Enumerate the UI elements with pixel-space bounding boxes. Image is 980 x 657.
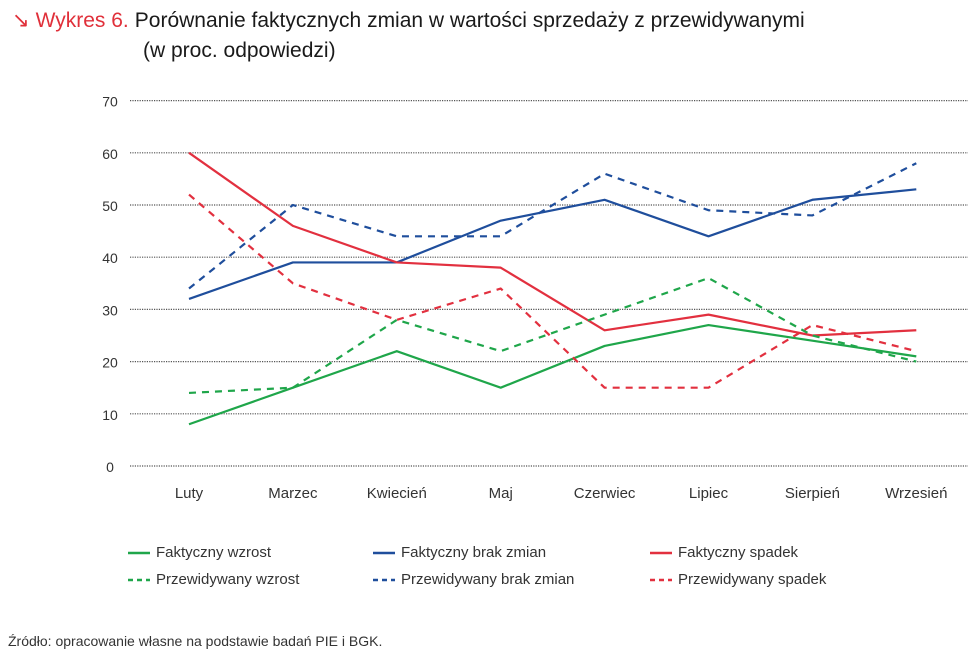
legend-label: Faktyczny brak zmian [401, 544, 547, 561]
source-note: Źródło: opracowanie własne na podstawie … [8, 633, 383, 649]
legend-swatch [128, 551, 150, 554]
series-line-przewidywany-brak-zmian [188, 162, 917, 290]
y-tick-label: 70 [102, 94, 118, 110]
series-line-faktyczny-spadek [188, 151, 917, 337]
figure-label: Wykres 6. [35, 9, 129, 32]
y-tick-label: 50 [102, 198, 118, 214]
series-line-faktyczny-wzrost [188, 323, 917, 426]
x-tick-label: Sierpień [785, 485, 840, 502]
legend-item: Przewidywany brak zmian [373, 571, 574, 588]
legend-item: Faktyczny wzrost [128, 544, 271, 561]
legend-swatch [373, 551, 395, 554]
legend-swatch [650, 578, 672, 581]
legend-swatch [373, 578, 395, 581]
chart-title: ↘ Wykres 6. Porównanie faktycznych zmian w… [12, 6, 805, 66]
title-line-1: Porównanie faktycznych zmian w wartości … [134, 9, 805, 32]
legend-swatch [128, 578, 150, 581]
y-tick-label: 20 [102, 355, 118, 371]
legend-item: Przewidywany spadek [650, 571, 826, 588]
legend-swatch [650, 551, 672, 554]
legend-label: Faktyczny wzrost [156, 544, 272, 561]
title-line-2: (w proc. odpowiedzi) [143, 39, 336, 62]
x-tick-label: Maj [489, 485, 513, 502]
legend-item: Faktyczny brak zmian [373, 544, 546, 561]
series-line-faktyczny-brak-zmian [188, 188, 917, 300]
series-line-przewidywany-wzrost [188, 276, 917, 395]
plot-area: 0 10 20 30 40 50 60 70 Luty Marzec Kwiecień Maj Czer… [102, 94, 968, 502]
y-tick-label: 60 [102, 146, 118, 162]
legend-label: Faktyczny spadek [678, 544, 799, 561]
y-tick-label: 30 [102, 302, 118, 318]
arrow-icon: ↘ [12, 9, 30, 32]
series-line-przewidywany-spadek [188, 193, 917, 389]
x-tick-label: Luty [175, 485, 204, 502]
y-tick-label: 40 [102, 250, 118, 266]
legend-label: Przewidywany brak zmian [401, 571, 575, 588]
x-tick-label: Czerwiec [574, 485, 636, 502]
x-tick-label: Marzec [268, 485, 318, 502]
y-tick-label: 10 [102, 407, 118, 423]
x-tick-label: Wrzesień [885, 485, 947, 502]
x-tick-label: Lipiec [689, 485, 729, 502]
x-tick-label: Kwiecień [367, 485, 427, 502]
legend-label: Przewidywany spadek [678, 571, 827, 588]
legend-label: Przewidywany wzrost [156, 571, 300, 588]
legend-item: Przewidywany wzrost [128, 571, 299, 588]
legend-item: Faktyczny spadek [650, 544, 798, 561]
y-tick-label: 0 [106, 459, 114, 475]
